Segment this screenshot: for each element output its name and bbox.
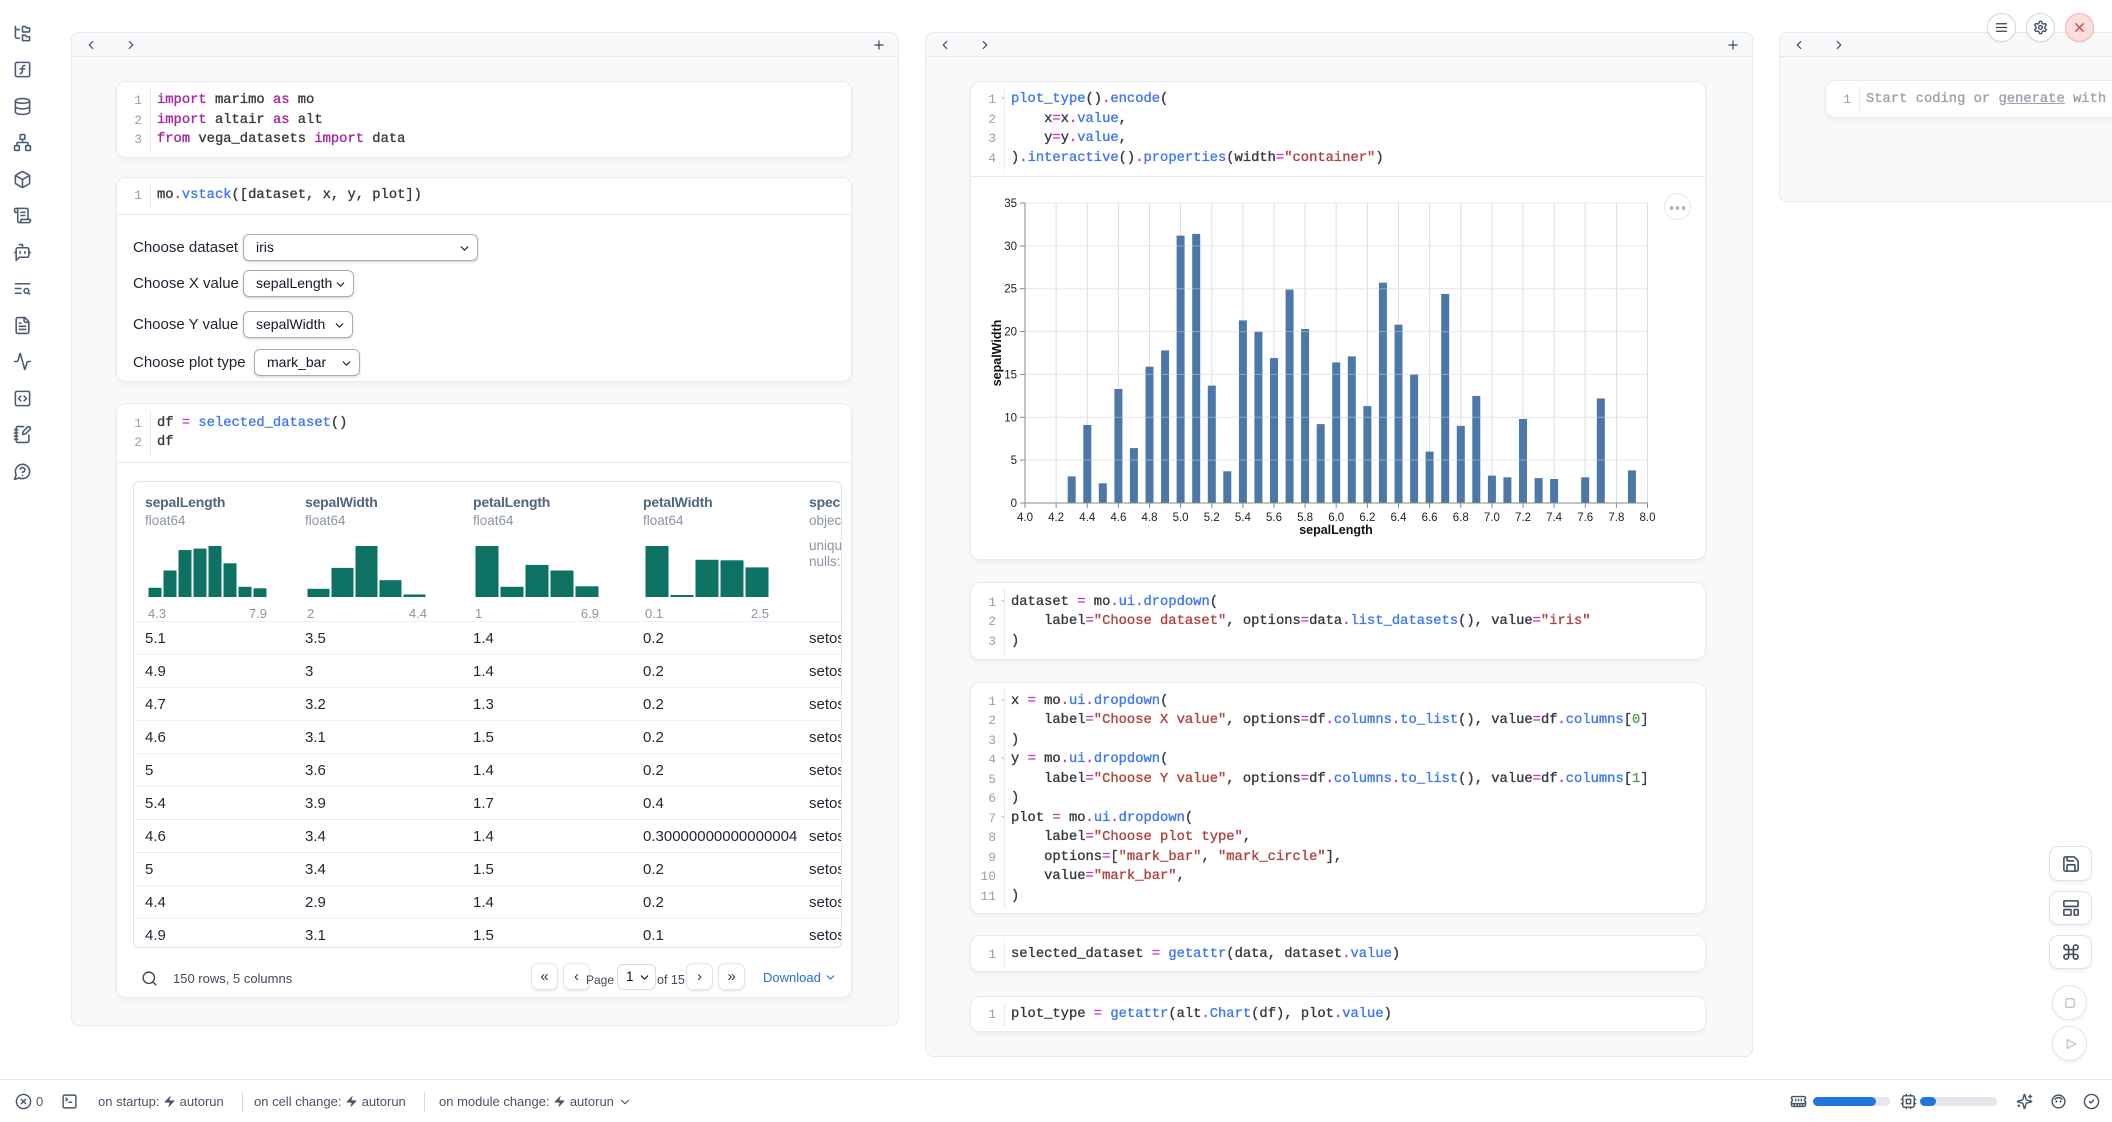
svg-text:25: 25 bbox=[1004, 284, 1017, 296]
svg-text:sepalLength: sepalLength bbox=[1299, 523, 1373, 537]
svg-text:5.2: 5.2 bbox=[1204, 512, 1220, 524]
svg-text:5.0: 5.0 bbox=[1173, 512, 1189, 524]
svg-text:6.8: 6.8 bbox=[1453, 512, 1469, 524]
svg-text:7.8: 7.8 bbox=[1608, 512, 1624, 524]
svg-text:8.0: 8.0 bbox=[1640, 512, 1656, 524]
svg-text:4.2: 4.2 bbox=[1048, 512, 1064, 524]
svg-text:35: 35 bbox=[1004, 198, 1017, 210]
svg-text:4.8: 4.8 bbox=[1142, 512, 1158, 524]
svg-text:4.6: 4.6 bbox=[1110, 512, 1126, 524]
svg-text:7.0: 7.0 bbox=[1484, 512, 1500, 524]
svg-text:7.2: 7.2 bbox=[1515, 512, 1531, 524]
svg-text:6.4: 6.4 bbox=[1391, 512, 1408, 524]
svg-text:7.4: 7.4 bbox=[1546, 512, 1563, 524]
svg-text:0: 0 bbox=[1011, 498, 1017, 510]
svg-text:5: 5 bbox=[1011, 455, 1017, 467]
svg-text:7.6: 7.6 bbox=[1577, 512, 1593, 524]
svg-text:sepalWidth: sepalWidth bbox=[990, 320, 1004, 387]
svg-text:6.6: 6.6 bbox=[1422, 512, 1438, 524]
svg-text:6.0: 6.0 bbox=[1328, 512, 1344, 524]
svg-text:5.6: 5.6 bbox=[1266, 512, 1282, 524]
svg-text:10: 10 bbox=[1004, 412, 1017, 424]
svg-text:15: 15 bbox=[1004, 369, 1017, 381]
svg-text:30: 30 bbox=[1004, 241, 1017, 253]
svg-text:4.4: 4.4 bbox=[1079, 512, 1096, 524]
svg-text:6.2: 6.2 bbox=[1359, 512, 1375, 524]
svg-text:5.8: 5.8 bbox=[1297, 512, 1313, 524]
svg-text:4.0: 4.0 bbox=[1017, 512, 1033, 524]
svg-text:5.4: 5.4 bbox=[1235, 512, 1252, 524]
svg-text:20: 20 bbox=[1004, 327, 1017, 339]
